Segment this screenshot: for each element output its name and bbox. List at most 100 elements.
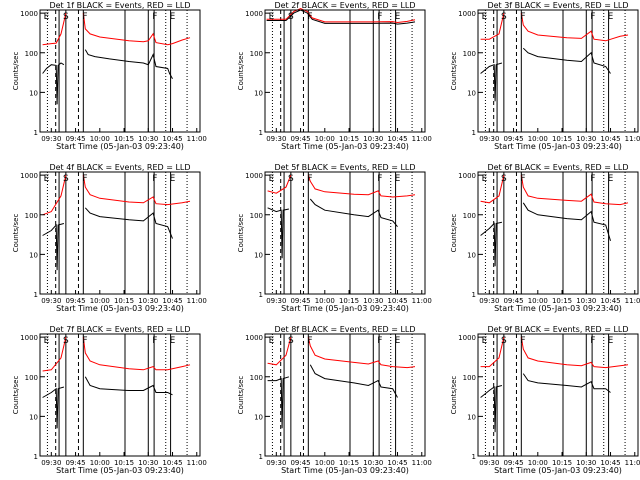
lld-line-segment-2 <box>307 174 416 198</box>
events-line-segment-1 <box>267 376 290 429</box>
x-tick-label: 11:00 <box>412 459 432 467</box>
x-tick-label: 10:30 <box>138 135 158 143</box>
y-tick-label: 100 <box>25 212 38 220</box>
y-tick-label: 100 <box>250 374 263 382</box>
x-tick-label: 10:45 <box>600 135 620 143</box>
events-line-segment-2 <box>309 364 398 398</box>
x-tick-label: 10:00 <box>90 135 110 143</box>
flag-label: E <box>170 12 176 22</box>
flag-label: E <box>395 12 401 22</box>
x-tick-label: 10:45 <box>162 297 182 305</box>
y-axis-label: Counts/sec <box>237 52 245 91</box>
lld-line-segment-1 <box>480 336 505 368</box>
lld-line-segment-1 <box>42 336 67 372</box>
events-line-segment-2 <box>522 202 611 241</box>
detector-panel-6: Det 6f BLACK = Events, RED = LLD 1 10 100 10… <box>450 163 640 313</box>
x-tick-label: 11:00 <box>625 135 640 143</box>
y-tick-label: 1 <box>259 129 263 137</box>
events-line-segment-1 <box>42 223 65 271</box>
x-tick-label: 10:00 <box>528 135 548 143</box>
y-axis-label: Counts/sec <box>237 376 245 415</box>
flag-label: F <box>152 12 157 22</box>
x-tick-label: 10:15 <box>552 459 572 467</box>
x-tick-label: 09:30 <box>41 459 61 467</box>
x-tick-label: 11:00 <box>187 135 207 143</box>
x-tick-label: 11:00 <box>625 459 640 467</box>
plot-frame <box>264 171 426 295</box>
y-axis-label: Counts/sec <box>12 214 20 253</box>
flag-label: E <box>482 174 488 184</box>
plot-frame <box>39 333 201 457</box>
events-line-segment-1 <box>480 62 503 102</box>
flag-label: F <box>377 336 382 346</box>
panel-title: Det 8f BLACK = Events, RED = LLD <box>274 325 415 334</box>
lld-line-segment-1 <box>480 12 505 40</box>
detector-panel-1: Det 1f BLACK = Events, RED = LLD 1 10 100 10… <box>12 1 207 151</box>
x-tick-label: 10:15 <box>552 135 572 143</box>
flag-label: E <box>482 336 488 346</box>
x-tick-label: 11:00 <box>412 297 432 305</box>
x-tick-label: 10:45 <box>600 297 620 305</box>
x-tick-label: 10:30 <box>363 459 383 467</box>
flag-label: F <box>82 12 87 22</box>
y-tick-label: 10 <box>467 89 476 97</box>
y-tick-label: 100 <box>463 374 476 382</box>
flag-label: S <box>288 12 294 22</box>
lld-line-segment-2 <box>82 337 191 371</box>
lld-line-segment-2 <box>307 336 416 369</box>
x-tick-label: 09:30 <box>479 135 499 143</box>
lld-line-segment-2 <box>520 337 629 369</box>
flag-label: E <box>395 336 401 346</box>
flag-label: F <box>590 174 595 184</box>
x-tick-label: 10:30 <box>363 135 383 143</box>
x-tick-label: 10:45 <box>387 135 407 143</box>
y-tick-label: 1000 <box>245 10 263 18</box>
flag-label: F <box>152 336 157 346</box>
panel-title: Det 9f BLACK = Events, RED = LLD <box>487 325 628 334</box>
x-tick-label: 09:45 <box>65 297 85 305</box>
y-tick-label: 10 <box>467 413 476 421</box>
x-tick-label: 09:45 <box>503 459 523 467</box>
x-tick-label: 09:30 <box>479 459 499 467</box>
x-tick-label: 10:45 <box>162 459 182 467</box>
x-tick-label: 10:15 <box>339 459 359 467</box>
x-tick-label: 10:30 <box>363 297 383 305</box>
x-tick-label: 09:45 <box>503 297 523 305</box>
events-line-segment-2 <box>522 373 611 393</box>
x-tick-label: 10:30 <box>138 297 158 305</box>
panel-title: Det 1f BLACK = Events, RED = LLD <box>49 1 190 10</box>
x-tick-label: 10:15 <box>114 297 134 305</box>
y-tick-label: 1000 <box>245 172 263 180</box>
events-line-segment-2 <box>84 207 173 239</box>
y-axis-label: Counts/sec <box>450 376 458 415</box>
x-tick-label: 10:00 <box>315 135 335 143</box>
detector-panel-4: Det 4f BLACK = Events, RED = LLD 1 10 100 10… <box>12 163 207 313</box>
x-axis-label: Start Time (05-Jan-03 09:23:40) <box>494 466 622 475</box>
x-tick-label: 09:30 <box>41 135 61 143</box>
panel-title: Det 2f BLACK = Events, RED = LLD <box>274 1 415 10</box>
panel-title: Det 4f BLACK = Events, RED = LLD <box>49 163 190 172</box>
y-tick-label: 1000 <box>458 172 476 180</box>
x-tick-label: 10:30 <box>576 135 596 143</box>
flag-label: E <box>44 336 50 346</box>
detector-panel-5: Det 5f BLACK = Events, RED = LLD 1 10 100 10… <box>237 163 432 313</box>
flag-label: F <box>307 174 312 184</box>
x-tick-label: 10:15 <box>339 297 359 305</box>
x-tick-label: 10:45 <box>387 297 407 305</box>
x-tick-label: 10:30 <box>138 459 158 467</box>
x-tick-label: 09:30 <box>266 135 286 143</box>
y-tick-label: 100 <box>25 50 38 58</box>
x-tick-label: 10:45 <box>162 135 182 143</box>
lld-line-segment-1 <box>267 174 292 194</box>
flag-label: F <box>82 336 87 346</box>
plot-frame <box>477 171 639 295</box>
y-tick-label: 100 <box>250 212 263 220</box>
flag-label: F <box>307 12 312 22</box>
events-line-segment-2 <box>309 198 398 228</box>
events-line-segment-1 <box>42 386 65 429</box>
x-tick-label: 11:00 <box>412 135 432 143</box>
detector-panel-7: Det 7f BLACK = Events, RED = LLD 1 10 100 10… <box>12 325 207 475</box>
flag-label: E <box>170 174 176 184</box>
y-tick-label: 1000 <box>20 334 38 342</box>
lld-line-segment-1 <box>480 174 505 204</box>
